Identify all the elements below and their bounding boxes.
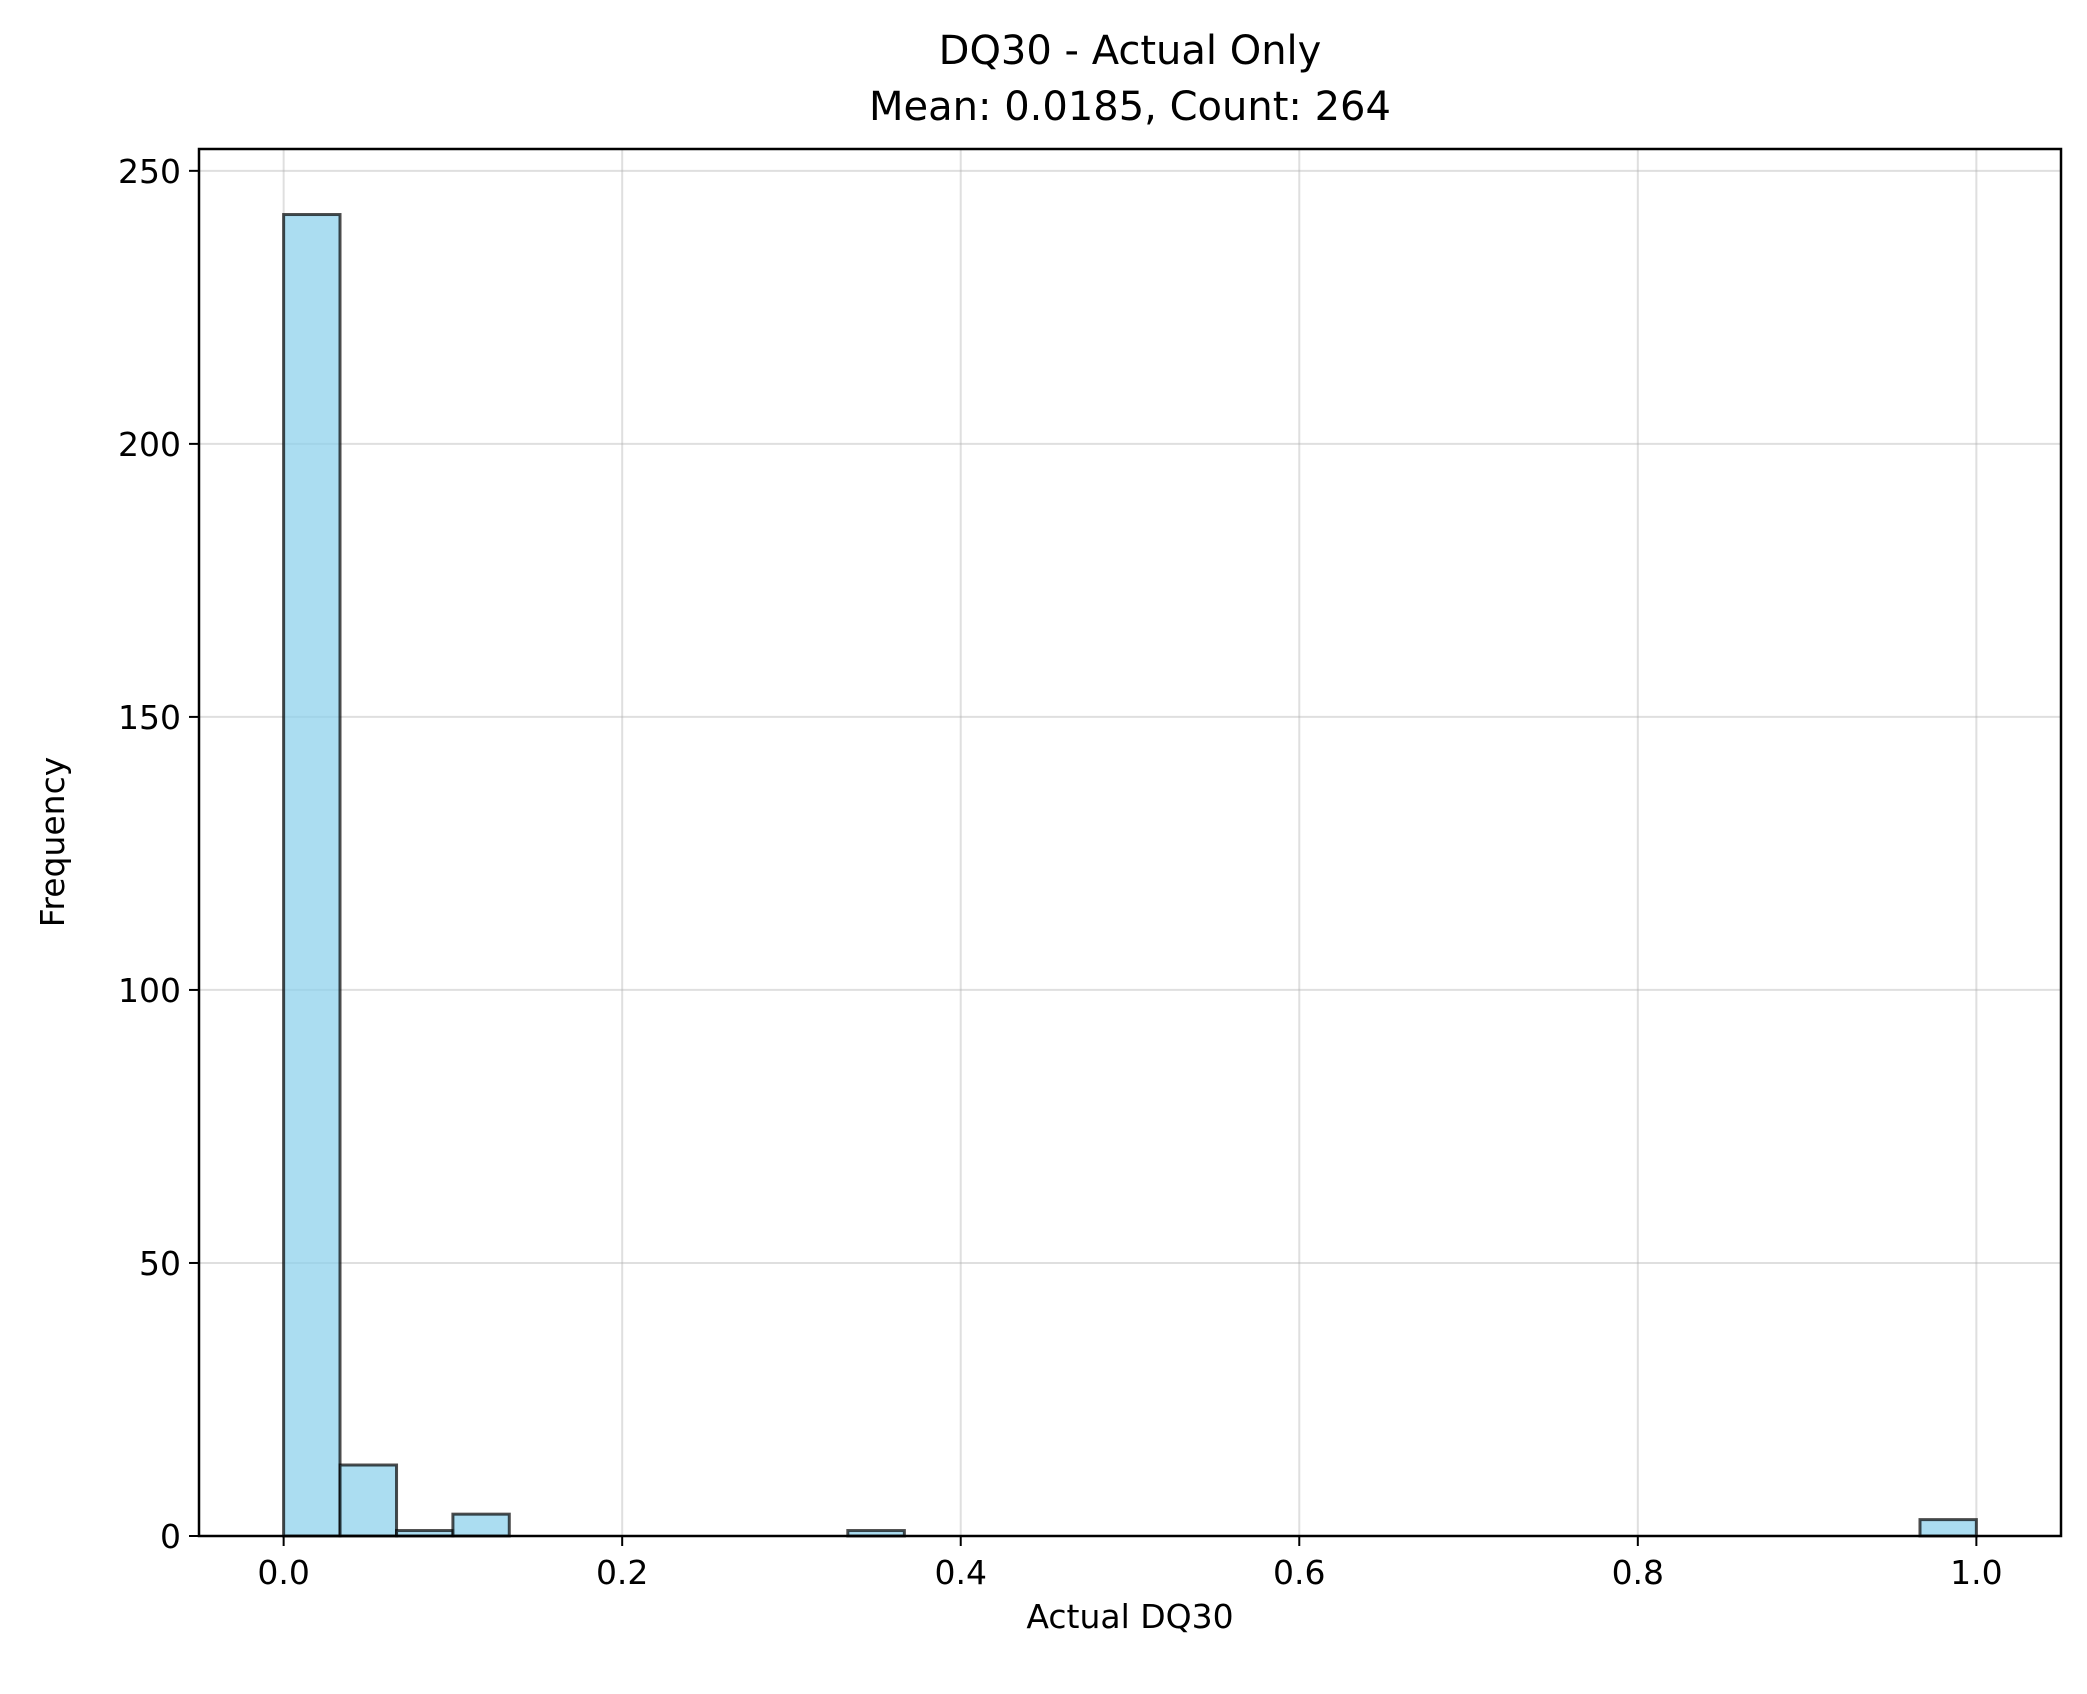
grid-lines: [199, 149, 2061, 1537]
x-tick-label: 1.0: [1950, 1553, 2002, 1592]
y-tick-label: 100: [118, 971, 181, 1010]
chart-title: DQ30 - Actual Only: [939, 28, 1322, 74]
histogram-bar: [338, 1463, 399, 1538]
histogram-bar: [282, 213, 342, 1538]
histogram-bar: [451, 1512, 511, 1538]
axis-ticks: 0.0 0.2 0.4 0.6 0.8 1.0 0 50 100 150 200 250: [118, 152, 2003, 1592]
y-tick-label: 150: [118, 698, 181, 737]
histogram-bars: [282, 213, 1978, 1538]
x-tick-label: 0.0: [257, 1553, 309, 1592]
chart-subtitle: Mean: 0.0185, Count: 264: [869, 84, 1391, 130]
x-tick-label: 0.4: [934, 1553, 986, 1592]
x-tick-label: 0.2: [596, 1553, 648, 1592]
plot-frame: [197, 147, 2063, 1538]
x-tick-label: 0.8: [1612, 1553, 1664, 1592]
x-axis-label: Actual DQ30: [1026, 1597, 1233, 1636]
y-tick-label: 250: [118, 152, 181, 191]
y-tick-label: 0: [160, 1517, 181, 1556]
y-axis-label: Frequency: [33, 757, 72, 927]
x-tick-label: 0.6: [1273, 1553, 1325, 1592]
y-tick-label: 200: [118, 425, 181, 464]
histogram-bar: [1918, 1518, 1978, 1538]
y-tick-label: 50: [139, 1244, 181, 1283]
